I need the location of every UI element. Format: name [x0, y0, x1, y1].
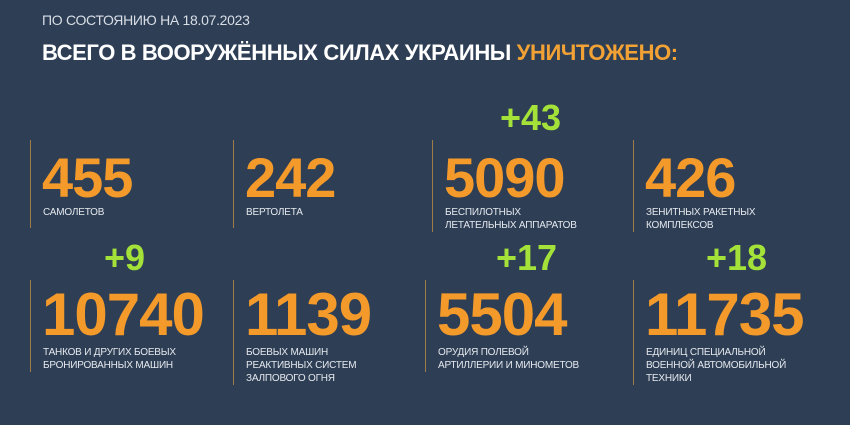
- divider: [30, 280, 31, 372]
- label-line: ЗАЛПОВОГО ОГНЯ: [246, 373, 335, 384]
- label-line: САМОЛЕТОВ: [43, 207, 105, 218]
- stat-value: 10740: [42, 281, 205, 348]
- divider: [30, 140, 31, 228]
- divider: [633, 140, 634, 232]
- delta-badge: +9: [104, 237, 146, 278]
- label-line: БРОНИРОВАННЫХ МАШИН: [43, 360, 173, 371]
- label-line: ЕДИНИЦ СПЕЦИАЛЬНОЙ: [646, 347, 766, 358]
- label-line: ВЕРТОЛЕТА: [246, 207, 303, 218]
- stat-vehicles: 11735 ЕДИНИЦ СПЕЦИАЛЬНОЙ ВОЕННОЙ АВТОМОБИ…: [633, 280, 823, 385]
- stat-aircraft: 455 САМОЛЕТОВ: [30, 140, 220, 230]
- stat-uav: 5090 БЕСПИЛОТНЫХ ЛЕТАТЕЛЬНЫХ АППАРАТОВ: [432, 140, 622, 232]
- stat-value: 426: [645, 146, 736, 209]
- divider: [233, 140, 234, 228]
- stat-label: ЕДИНИЦ СПЕЦИАЛЬНОЙ ВОЕННОЙ АВТОМОБИЛЬНОЙ Т…: [646, 346, 786, 385]
- label-line: РЕАКТИВНЫХ СИСТЕМ: [246, 360, 357, 371]
- stat-value: 5090: [444, 146, 566, 209]
- stat-air-defense: 426 ЗЕНИТНЫХ РАКЕТНЫХ КОМПЛЕКСОВ: [633, 140, 823, 232]
- stat-value: 455: [42, 146, 133, 209]
- divider: [233, 280, 234, 385]
- label-line: ОРУДИЯ ПОЛЕВОЙ: [438, 347, 529, 358]
- divider: [425, 280, 426, 372]
- stat-label: БЕСПИЛОТНЫХ ЛЕТАТЕЛЬНЫХ АППАРАТОВ: [445, 206, 577, 232]
- stat-label: ЗЕНИТНЫХ РАКЕТНЫХ КОМПЛЕКСОВ: [646, 206, 756, 232]
- divider: [633, 280, 634, 385]
- stat-label: ОРУДИЯ ПОЛЕВОЙ АРТИЛЛЕРИИ И МИНОМЕТОВ: [438, 346, 579, 372]
- page-title: ВСЕГО В ВООРУЖЁННЫХ СИЛАХ УКРАИНЫ УНИЧТО…: [42, 40, 678, 66]
- divider: [432, 140, 433, 232]
- date-line: ПО СОСТОЯНИЮ НА 18.07.2023: [42, 12, 250, 28]
- stat-label: ВЕРТОЛЕТА: [246, 206, 303, 219]
- stat-mlrs: 1139 БОЕВЫХ МАШИН РЕАКТИВНЫХ СИСТЕМ ЗАЛПОВ…: [233, 280, 423, 385]
- stat-label: БОЕВЫХ МАШИН РЕАКТИВНЫХ СИСТЕМ ЗАЛПОВОГО О…: [246, 346, 357, 385]
- label-line: БЕСПИЛОТНЫХ: [445, 207, 521, 218]
- delta-badge: +43: [500, 97, 562, 138]
- label-line: ЛЕТАТЕЛЬНЫХ АППАРАТОВ: [445, 220, 577, 231]
- title-highlight: УНИЧТОЖЕНО:: [516, 40, 678, 65]
- label-line: АРТИЛЛЕРИИ И МИНОМЕТОВ: [438, 360, 579, 371]
- stat-label: ТАНКОВ И ДРУГИХ БОЕВЫХ БРОНИРОВАННЫХ МАШИ…: [43, 346, 176, 372]
- stat-value: 1139: [245, 281, 372, 348]
- label-line: ВОЕННОЙ АВТОМОБИЛЬНОЙ: [646, 360, 787, 371]
- stat-label: САМОЛЕТОВ: [43, 206, 104, 219]
- stat-value: 5504: [437, 281, 567, 348]
- title-main: ВСЕГО В ВООРУЖЁННЫХ СИЛАХ УКРАИНЫ: [42, 40, 511, 65]
- label-line: ТЕХНИКИ: [646, 373, 692, 384]
- delta-badge: +17: [496, 237, 558, 278]
- label-line: ЗЕНИТНЫХ РАКЕТНЫХ: [646, 207, 756, 218]
- label-line: КОМПЛЕКСОВ: [646, 220, 714, 231]
- delta-badge: +18: [706, 237, 768, 278]
- label-line: ТАНКОВ И ДРУГИХ БОЕВЫХ: [43, 347, 176, 358]
- stat-tanks: 10740 ТАНКОВ И ДРУГИХ БОЕВЫХ БРОНИРОВАННЫ…: [30, 280, 220, 380]
- stat-helicopters: 242 ВЕРТОЛЕТА: [233, 140, 423, 230]
- stat-value: 242: [245, 146, 336, 209]
- stat-value: 11735: [645, 281, 805, 348]
- stat-artillery: 5504 ОРУДИЯ ПОЛЕВОЙ АРТИЛЛЕРИИ И МИНОМЕТО…: [425, 280, 615, 380]
- label-line: БОЕВЫХ МАШИН: [246, 347, 329, 358]
